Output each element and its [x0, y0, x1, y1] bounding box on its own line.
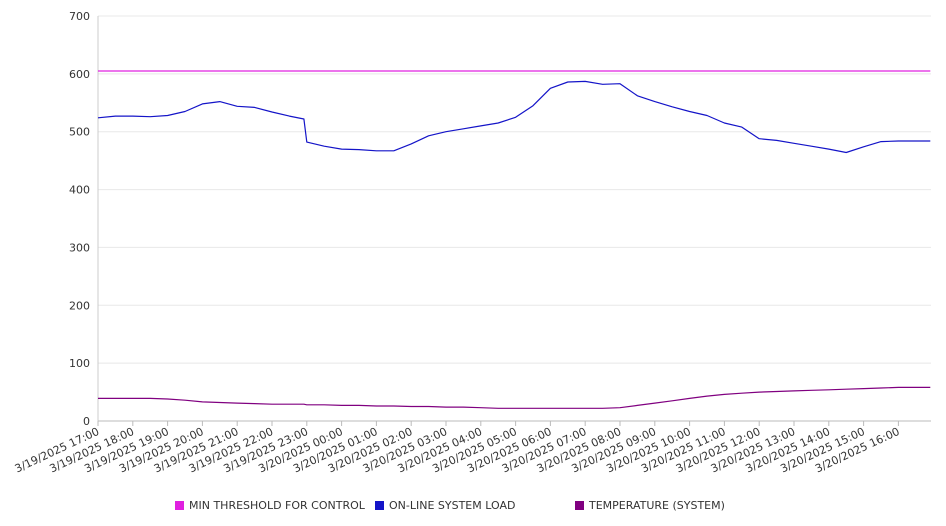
y-tick-label-100: 100	[69, 357, 90, 370]
legend-item-min-threshold: MIN THRESHOLD FOR CONTROL	[175, 499, 365, 512]
legend-item-system-load: ON-LINE SYSTEM LOAD	[375, 499, 515, 512]
legend-label-temperature: TEMPERATURE (SYSTEM)	[589, 499, 725, 512]
series-line-temperature	[98, 386, 931, 409]
axes	[97, 16, 931, 426]
y-tick-label-700: 700	[69, 10, 90, 23]
legend-swatch-min-threshold	[175, 501, 184, 510]
series-lines	[97, 70, 931, 409]
x-tick-labels: 3/19/2025 17:003/19/2025 18:003/19/2025 …	[13, 425, 902, 475]
legend-swatch-system-load	[375, 501, 384, 510]
legend-swatch-temperature	[575, 501, 584, 510]
y-tick-label-300: 300	[69, 241, 90, 254]
legend-label-system-load: ON-LINE SYSTEM LOAD	[389, 499, 516, 512]
y-tick-label-500: 500	[69, 126, 90, 139]
y-tick-label-200: 200	[69, 299, 90, 312]
legend-item-temperature: TEMPERATURE (SYSTEM)	[575, 499, 725, 512]
y-tick-label-400: 400	[69, 184, 90, 197]
y-tick-label-0: 0	[83, 415, 90, 428]
y-tick-labels: 0 100 200 300 400 500 600 700	[69, 10, 90, 428]
gridlines	[98, 15, 931, 364]
y-tick-label-600: 600	[69, 68, 90, 81]
legend-label-min-threshold: MIN THRESHOLD FOR CONTROL	[189, 499, 365, 512]
series-line-system-load	[97, 80, 931, 154]
legend: MIN THRESHOLD FOR CONTROL ON-LINE SYSTEM…	[0, 499, 946, 515]
